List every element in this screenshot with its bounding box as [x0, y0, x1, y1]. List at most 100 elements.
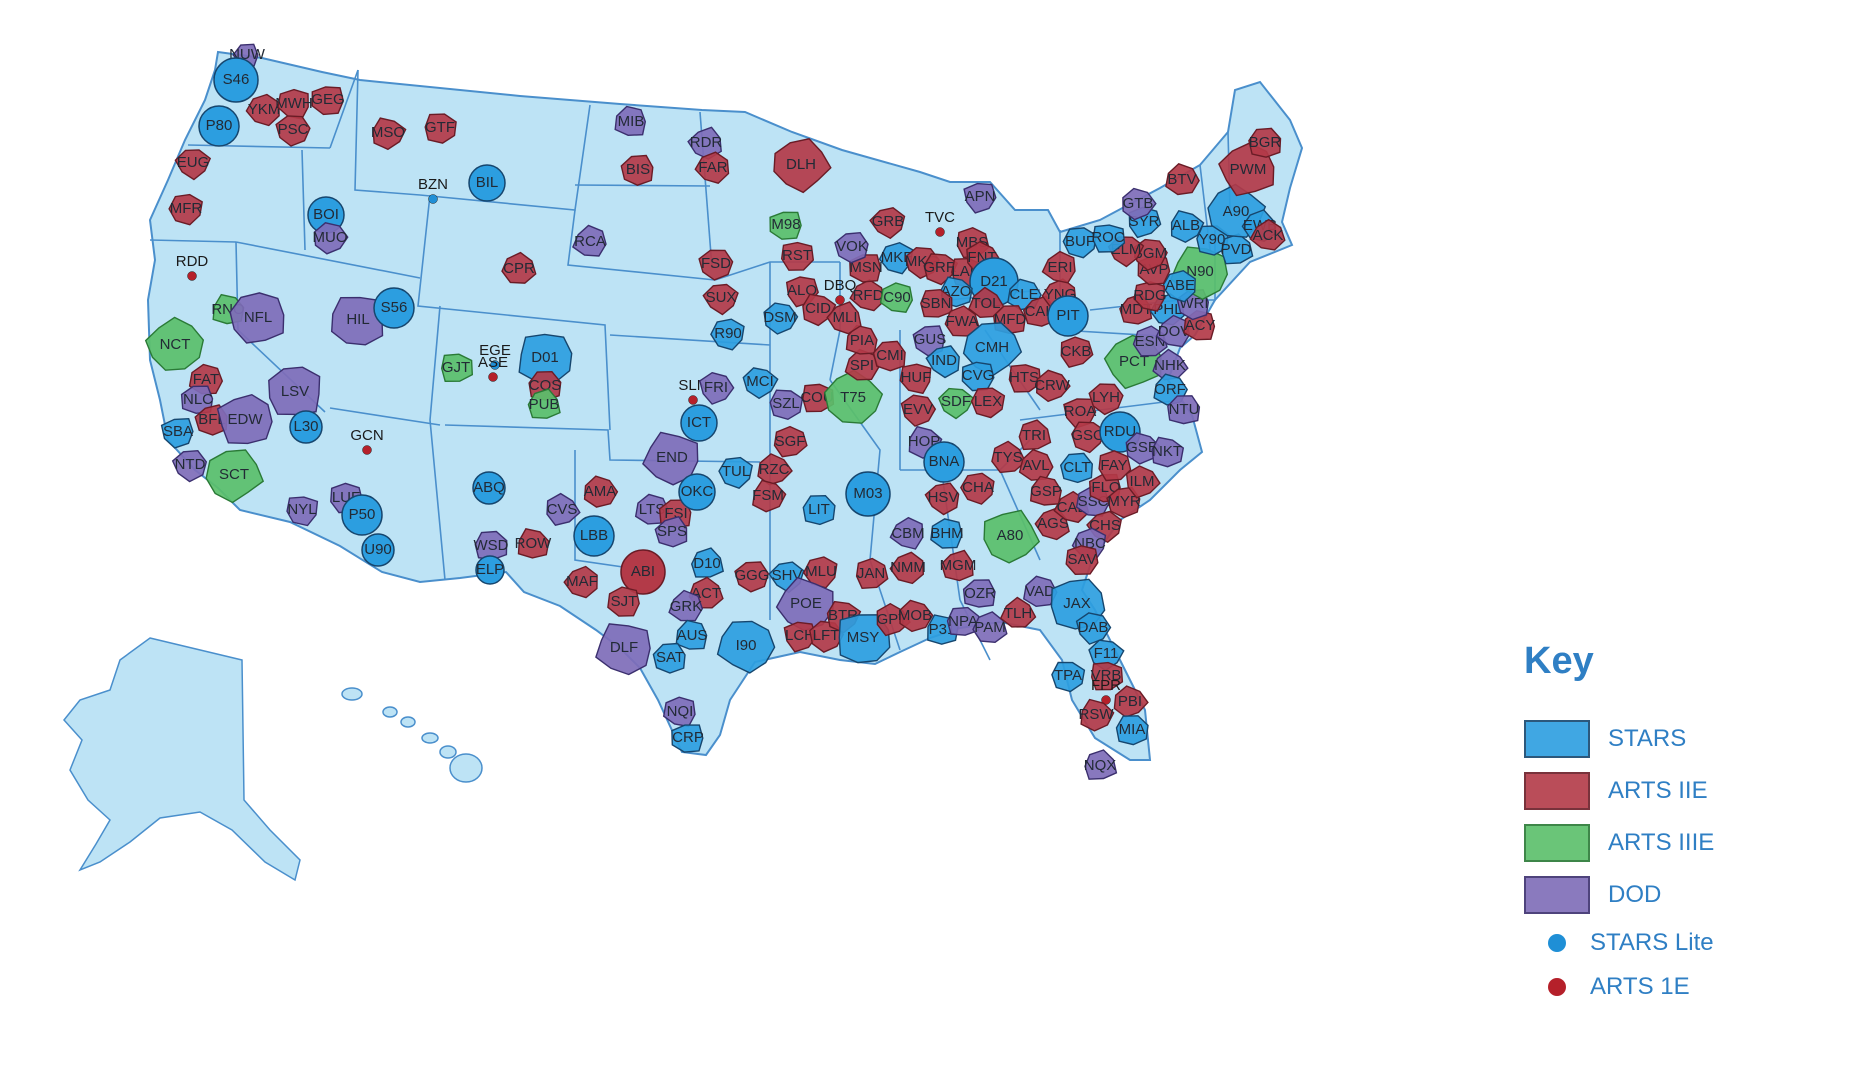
facility-label: CPR	[503, 260, 535, 277]
facility-label: BHM	[930, 525, 963, 542]
facility-ama: AMA	[584, 475, 619, 508]
facility-cmi: CMI	[872, 340, 906, 372]
facility-area	[1249, 218, 1286, 251]
facility-label: D01	[531, 349, 559, 366]
facility-label: Y90	[1199, 231, 1226, 248]
facility-row: ROW	[515, 528, 553, 559]
facility-tul: TUL	[718, 456, 753, 490]
facility-area	[959, 472, 995, 505]
legend-dot	[1548, 934, 1566, 952]
facility-nfl: NFL	[229, 292, 285, 344]
facility-area	[1165, 162, 1200, 196]
facility-area	[268, 366, 321, 416]
legend-label: ARTS IIE	[1608, 777, 1708, 804]
facility-area	[900, 394, 937, 427]
facility-label: S56	[381, 299, 408, 316]
facility-mgm: MGM	[940, 549, 976, 582]
facility-label: END	[656, 449, 688, 466]
facility-area	[1008, 364, 1042, 393]
facility-area	[710, 318, 745, 351]
facility-ase: ASE	[478, 354, 508, 382]
facility-label: GSP	[1030, 483, 1062, 500]
facility-pit: PIT	[1047, 295, 1089, 337]
state-border	[574, 450, 631, 569]
facility-label: RDR	[690, 134, 723, 151]
facility-label: OZR	[964, 585, 996, 602]
facility-mfr: MFR	[168, 193, 203, 226]
facility-buf: BUF	[1062, 227, 1098, 259]
facility-dab: DAB	[1075, 612, 1112, 645]
facility-area	[654, 515, 688, 548]
state-border	[301, 149, 306, 251]
facility-label: GGG	[734, 567, 769, 584]
facility-label: PAM	[974, 619, 1005, 636]
facility-label: EDW	[228, 411, 264, 428]
facility-dot	[1101, 695, 1111, 705]
facility-area	[1060, 336, 1094, 369]
facility-label: GCN	[350, 427, 383, 444]
facility-aus: AUS	[675, 619, 707, 650]
facility-area	[546, 492, 581, 526]
facility-hsv: HSV	[924, 482, 960, 516]
facility-area	[946, 606, 980, 636]
facility-cpr: CPR	[501, 251, 537, 284]
facility-abe: ABE	[1161, 269, 1196, 303]
facility-s46: S46	[213, 57, 259, 103]
state-border	[567, 209, 716, 281]
facility-szl: SZL	[769, 389, 804, 421]
facility-area	[1092, 224, 1126, 253]
facility-label: TOL	[972, 295, 1001, 312]
facility-label: NFL	[244, 309, 272, 326]
facility-label: F11	[1094, 645, 1119, 662]
facility-label: GRB	[872, 213, 905, 230]
legend-swatch	[1524, 876, 1590, 914]
state-border	[329, 407, 441, 426]
facility-label: BUF	[1065, 233, 1095, 250]
facility-area	[734, 561, 770, 593]
facility-area	[475, 555, 505, 585]
facility-m03: M03	[845, 471, 891, 517]
legend-item-stars: STARS	[1510, 713, 1850, 765]
facility-label: GUS	[914, 331, 947, 348]
facility-area	[289, 410, 323, 444]
facility-gsp: GSP	[1029, 475, 1062, 506]
facility-label: OKC	[681, 483, 714, 500]
facility-area	[823, 369, 884, 424]
legend-item-dod: DOD	[1510, 869, 1850, 921]
facility-label: ROW	[515, 535, 553, 552]
facility-area	[845, 471, 891, 517]
facility-label: YKM	[248, 101, 281, 118]
facility-area	[963, 182, 997, 214]
facility-area	[1161, 269, 1196, 303]
facility-label: VAD	[1025, 583, 1055, 600]
facility-eri: ERI	[1041, 250, 1076, 284]
facility-label: CVS	[547, 501, 578, 518]
facility-label: BNA	[929, 453, 960, 470]
facility-label: HIL	[346, 311, 369, 328]
facility-maf: MAF	[563, 565, 598, 599]
facility-mke: MKE	[878, 241, 914, 275]
facility-end: END	[642, 431, 699, 486]
facility-label: MLU	[805, 563, 837, 580]
facility-myr: MYR	[1106, 486, 1141, 519]
facility-label: ALB	[1172, 217, 1200, 234]
legend-label: ARTS IIIE	[1608, 829, 1715, 856]
facility-label: PCT	[1119, 353, 1149, 370]
facility-area	[424, 113, 457, 144]
facility-label: T75	[840, 389, 866, 406]
facility-label: GRK	[670, 598, 703, 615]
facility-label: FAR	[698, 159, 727, 176]
facility-label: ERI	[1047, 259, 1072, 276]
facility-rdr: RDR	[687, 126, 723, 160]
facility-area	[1115, 715, 1149, 746]
facility-label: LFT	[813, 627, 840, 644]
facility-label: LBB	[580, 527, 608, 544]
facility-label: LYH	[1092, 389, 1120, 406]
facility-label: CRP	[672, 729, 704, 746]
facility-area	[698, 371, 735, 405]
state-border	[149, 239, 237, 243]
facility-area	[1122, 187, 1157, 221]
facility-label: I90	[736, 637, 757, 654]
facility-u90: U90	[361, 533, 395, 567]
